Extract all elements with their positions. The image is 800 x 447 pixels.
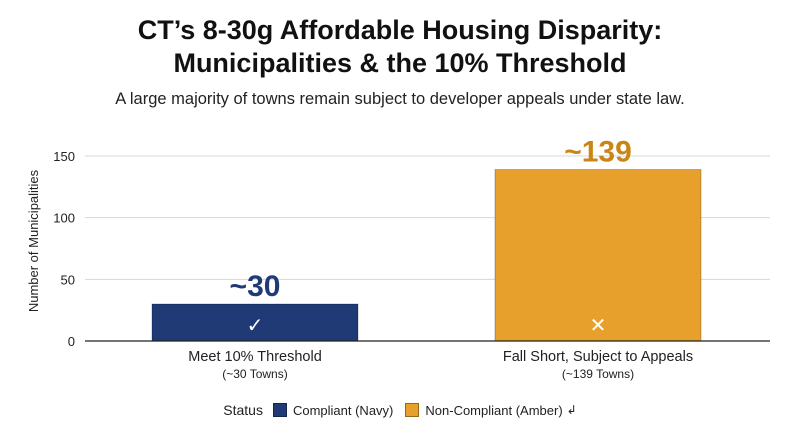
data-label-0: ~30 <box>230 270 281 303</box>
bar-0 <box>151 303 359 342</box>
return-arrow-icon: ↲ <box>566 403 577 417</box>
legend-swatch-compliant <box>272 403 287 417</box>
x-tick-labels: Meet 10% Threshold (~30 Towns) Fall Short,… <box>188 349 693 381</box>
x-tick-sublabel-0: (~30 Towns) <box>222 367 287 381</box>
legend-label-compliant: Compliant (Navy) <box>292 402 394 418</box>
legend-swatch-non-compliant <box>405 403 420 417</box>
bars: ~30 ✓ ~139 ✕ <box>151 136 702 342</box>
y-tick-label-150: 150 <box>53 149 75 164</box>
x-tick-label-1: Fall Short, Subject to Appeals <box>503 349 693 365</box>
y-tick-label-100: 100 <box>53 211 75 226</box>
chart-subtitle: A large majority of towns remain subject… <box>115 90 685 108</box>
chart-title-line-1: CT’s 8-30g Affordable Housing Disparity: <box>137 15 663 45</box>
y-axis-label: Number of Municipalities <box>26 169 41 312</box>
legend-item-compliant: Compliant (Navy) <box>272 402 394 418</box>
legend-label-non-compliant: Non-Compliant (Amber) <box>425 402 563 418</box>
legend: Status Compliant (Navy) Non-Compliant (A… <box>0 402 800 418</box>
chart-title-line-2: Municipalities & the 10% Threshold <box>173 48 627 78</box>
data-label-1: ~139 <box>564 136 632 169</box>
cross-icon: ✕ <box>590 313 607 337</box>
legend-item-non-compliant: Non-Compliant (Amber) <box>405 402 563 418</box>
bar-1 <box>494 169 702 342</box>
y-tick-label-0: 0 <box>68 334 75 349</box>
y-tick-labels: 0 50 100 150 <box>53 149 75 349</box>
y-tick-label-50: 50 <box>61 272 75 287</box>
check-icon: ✓ <box>247 313 264 337</box>
legend-title: Status <box>223 402 263 418</box>
x-tick-sublabel-1: (~139 Towns) <box>562 367 634 381</box>
x-tick-label-0: Meet 10% Threshold <box>188 349 322 365</box>
